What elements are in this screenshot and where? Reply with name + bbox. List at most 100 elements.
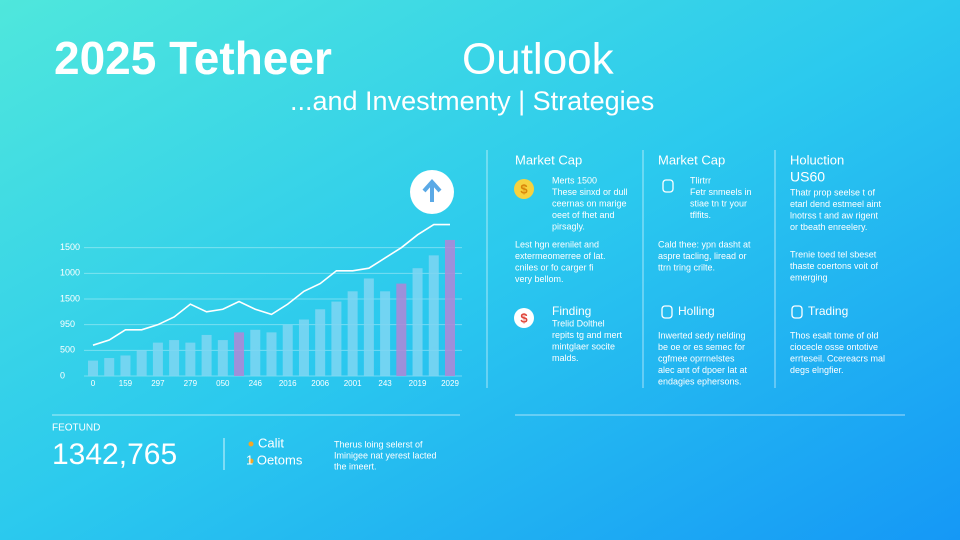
bar — [88, 360, 98, 376]
bar — [234, 332, 245, 376]
x-tick-label: 159 — [119, 379, 133, 388]
item-text: Fetr snmeels in — [690, 187, 752, 197]
up-arrow — [422, 178, 442, 202]
icon — [791, 305, 803, 319]
item-label: Holling — [678, 304, 715, 318]
legend-dot — [248, 441, 254, 447]
item-text: Lest hgn erenilet and — [515, 239, 599, 249]
bar — [136, 350, 147, 376]
item-text: ttrn tring crilte. — [658, 262, 715, 272]
item-text: Trelid Dolthel — [552, 318, 605, 328]
item-text: aspre tacling, liread or — [658, 251, 747, 261]
item-text: repits tg and mert — [552, 330, 623, 340]
item-text: Thos esalt tome of old — [790, 330, 879, 340]
icon — [662, 179, 674, 193]
legend-label: 1 Oetoms — [246, 452, 303, 467]
bar — [428, 255, 439, 376]
x-tick-label: 243 — [378, 379, 392, 388]
footer-label: FEOTUND — [52, 423, 100, 434]
bar — [152, 342, 163, 376]
item-text: Inwerted sedy nelding — [658, 330, 746, 340]
item-label: Finding — [552, 304, 591, 318]
item-text: or tbeath enreelery. — [790, 222, 867, 232]
column-heading: Market Cap — [658, 152, 725, 167]
icon-glyph: $ — [520, 181, 528, 196]
item-text: cniles or fo carger fi — [515, 262, 594, 272]
icon-glyph: $ — [520, 310, 528, 325]
subtitle: ...and Investmenty | Strategies — [290, 86, 654, 116]
bar — [266, 332, 277, 376]
item-text: etarl dend estmeel aint — [790, 199, 882, 209]
item-text: emerging — [790, 272, 828, 282]
icon — [661, 305, 673, 319]
item-text: extermeomerree of lat. — [515, 251, 606, 261]
bar — [380, 291, 391, 376]
item-text: mintglaer socite — [552, 341, 615, 351]
item-text: oeet of fhet and — [552, 210, 615, 220]
x-tick-label: 050 — [216, 379, 230, 388]
x-tick-label: 2006 — [311, 379, 329, 388]
bar — [298, 319, 309, 376]
bar — [120, 355, 131, 376]
x-tick-label: 0 — [91, 379, 96, 388]
legend-label: Calit — [258, 435, 284, 450]
y-tick-label: 500 — [60, 345, 75, 355]
x-tick-label: 279 — [184, 379, 198, 388]
bar — [217, 340, 228, 376]
item-text: thaste coertons voit of — [790, 261, 879, 271]
column-heading: Holuction — [790, 152, 844, 167]
bar — [185, 342, 196, 376]
y-tick-label: 950 — [60, 319, 75, 329]
bar — [445, 239, 455, 376]
bar — [282, 324, 293, 376]
item-text: very bellom. — [515, 274, 564, 284]
x-tick-label: 2001 — [344, 379, 362, 388]
bar — [104, 358, 115, 376]
bar — [331, 301, 342, 376]
item-text: Merts 1500 — [552, 175, 597, 185]
y-tick-label: 1500 — [60, 242, 80, 252]
item-label: Trading — [808, 304, 848, 318]
title-bold: 2025 Tetheer — [54, 32, 332, 84]
footer-text: Iminigee nat yerest lacted — [334, 450, 437, 460]
item-text: stiae tn tr your — [690, 198, 747, 208]
bar — [396, 283, 407, 376]
item-text: degs elngfier. — [790, 365, 844, 375]
icon — [514, 308, 534, 328]
item-text: pirsagly. — [552, 221, 585, 231]
bar — [169, 340, 180, 376]
item-text: Thatr prop seelse t of — [790, 187, 876, 197]
item-text: Trenie toed tel sbeset — [790, 249, 877, 259]
y-tick-label: 1000 — [60, 268, 80, 278]
item-text: tflfits. — [690, 210, 711, 220]
item-text: malds. — [552, 353, 579, 363]
bar — [315, 309, 326, 376]
item-text: These sinxd or dull — [552, 187, 628, 197]
bar — [250, 329, 261, 376]
bar — [412, 268, 423, 376]
trend-line — [92, 223, 450, 346]
item-text: Cald thee: ypn dasht at — [658, 239, 751, 249]
item-text: cgfmee oprrnelstes — [658, 353, 735, 363]
item-text: endagies ephersons. — [658, 376, 742, 386]
footer-text: Therus loing selerst of — [334, 439, 423, 449]
y-tick-label: 0 — [60, 370, 65, 380]
footer-text: the imeert. — [334, 461, 377, 471]
item-text: errteseil. Ccereacrs mal — [790, 353, 885, 363]
item-text: lnotrss t and aw rigent — [790, 210, 879, 220]
column-heading: Market Cap — [515, 152, 582, 167]
x-tick-label: 246 — [249, 379, 263, 388]
icon — [514, 179, 534, 199]
bar — [347, 291, 358, 376]
y-tick-label: 1500 — [60, 293, 80, 303]
x-tick-label: 2029 — [441, 379, 459, 388]
legend-dot — [248, 458, 254, 464]
x-tick-label: 2016 — [279, 379, 297, 388]
title-light: Outlook — [462, 35, 615, 84]
x-tick-label: 2019 — [409, 379, 427, 388]
item-text: ciocecle osse ontotive — [790, 342, 878, 352]
item-text: be oe or es semec for — [658, 342, 745, 352]
